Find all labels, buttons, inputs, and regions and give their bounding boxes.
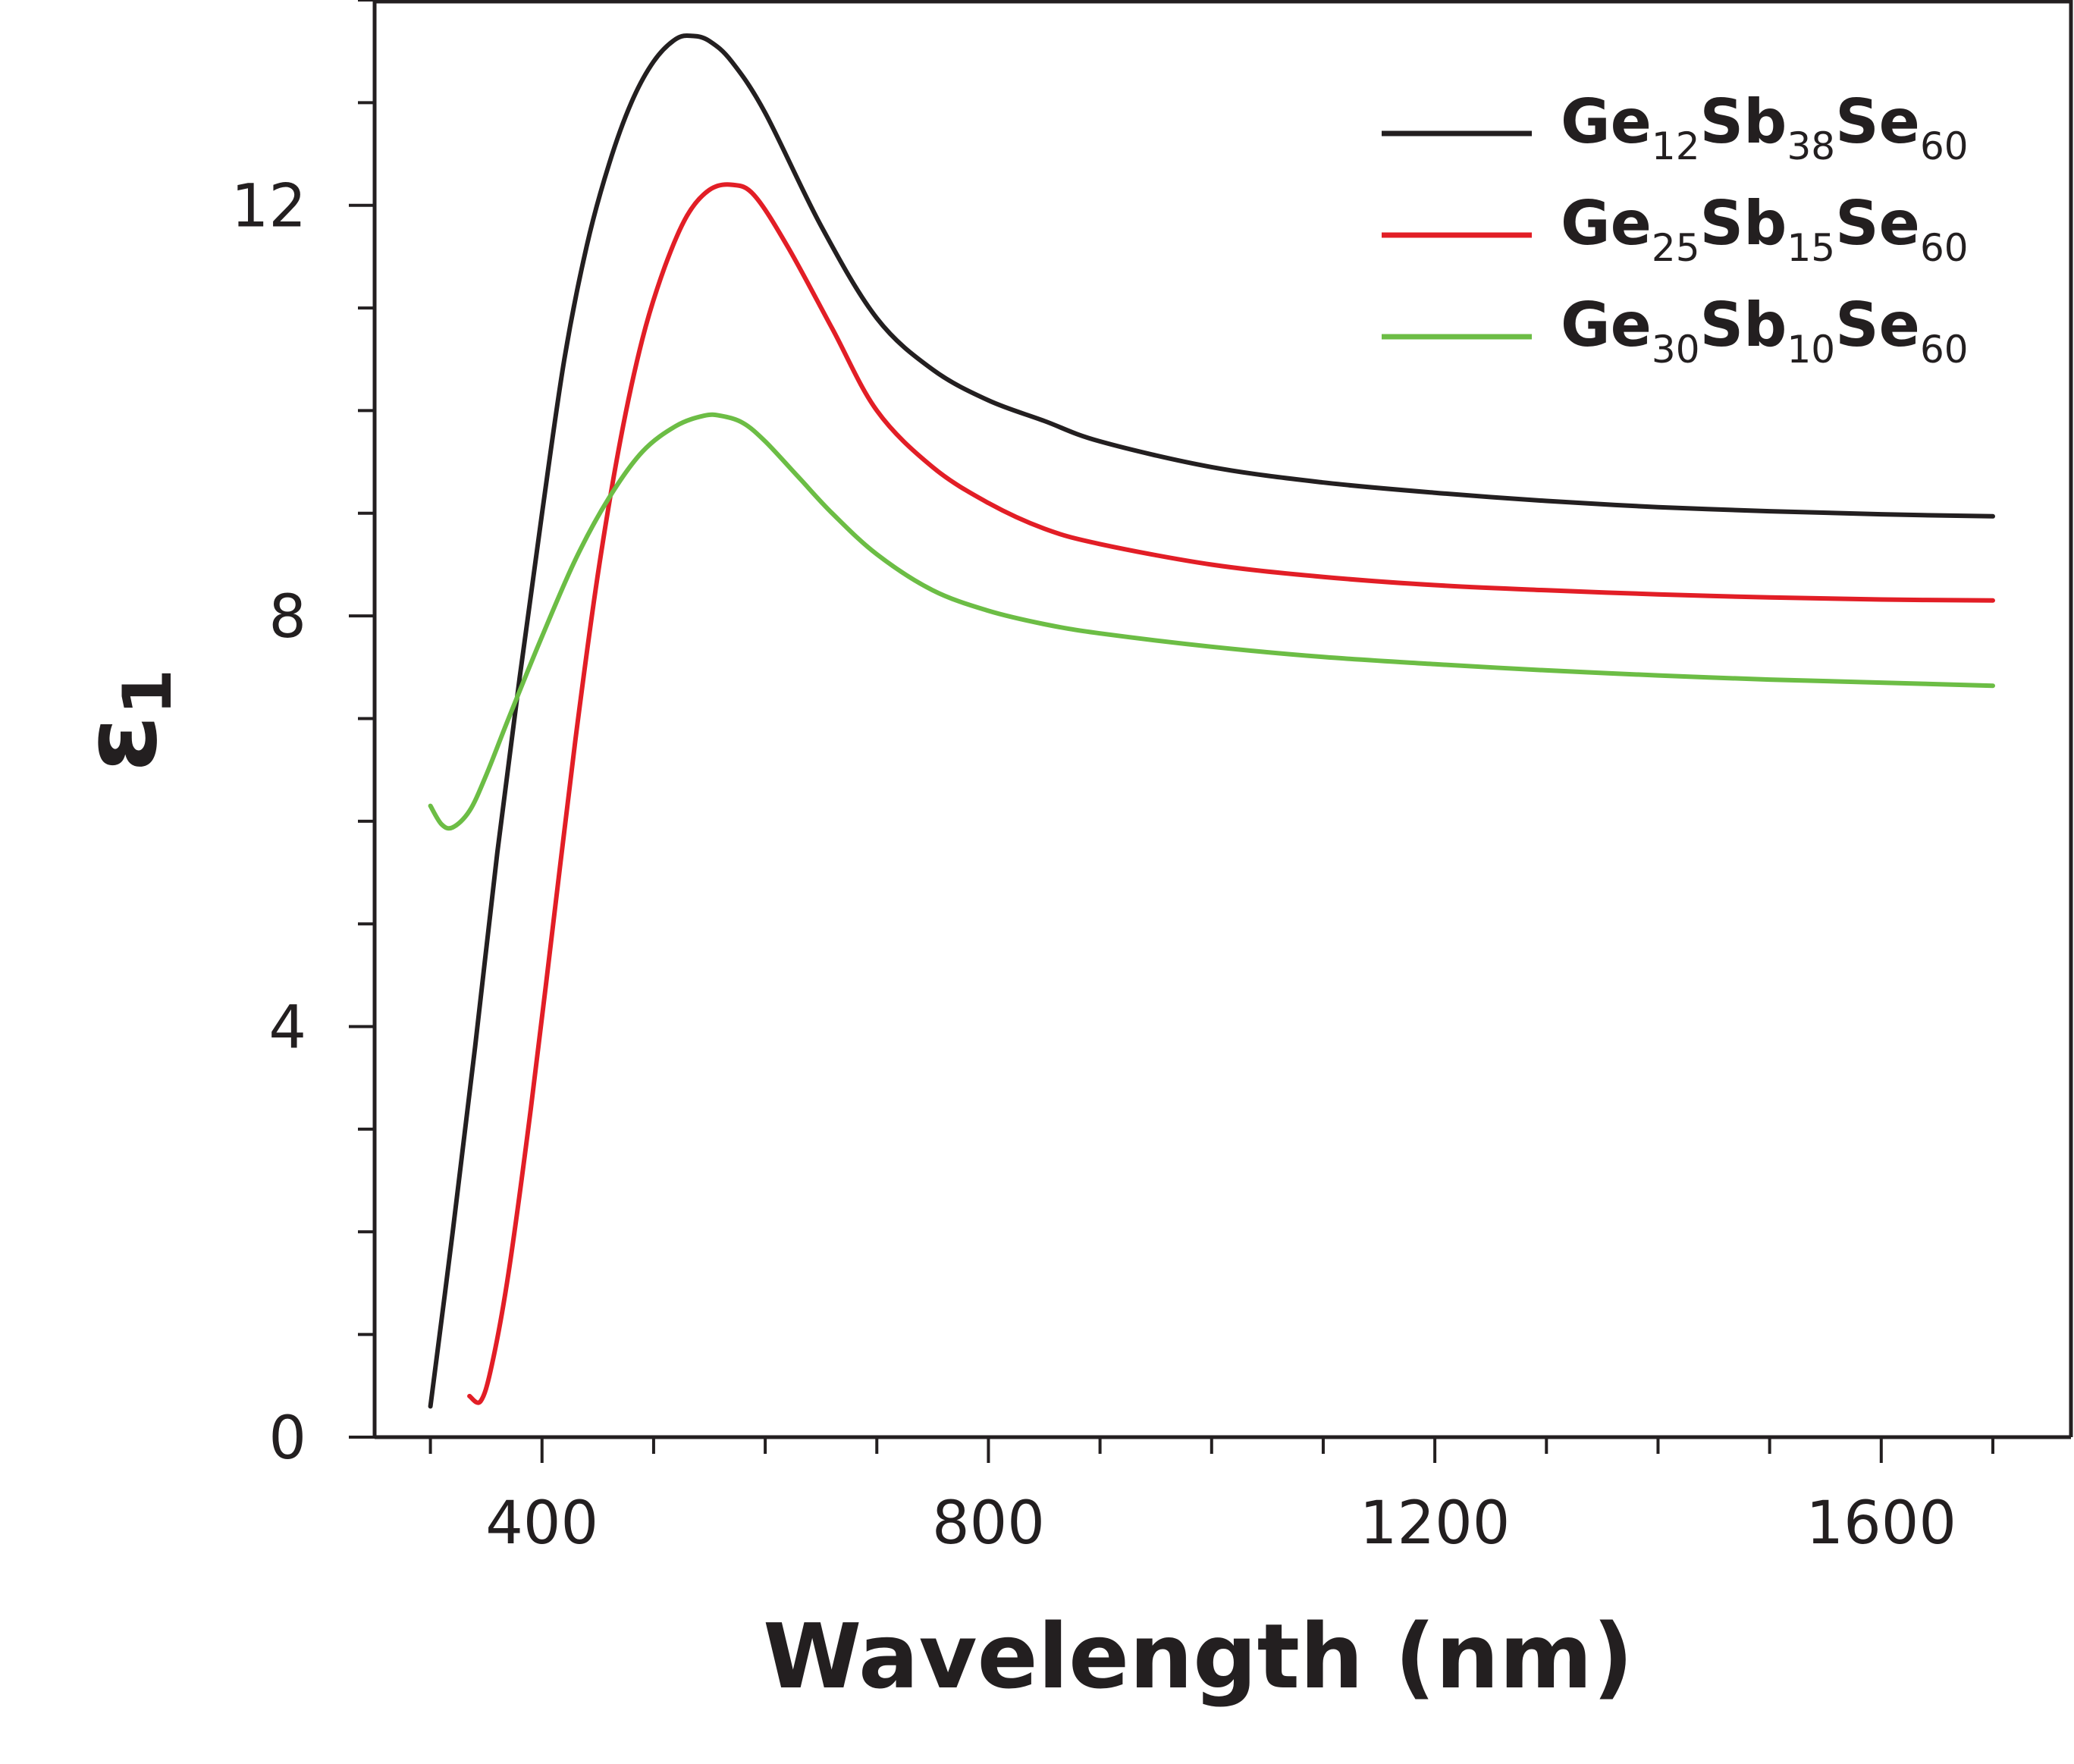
legend-label-ge25sb15se60: Ge25Sb15Se60	[1561, 188, 1969, 270]
x-tick-label: 1200	[1360, 1489, 1511, 1558]
series-line-ge30sb10se60	[428, 412, 1995, 831]
plot-frame	[372, 0, 2073, 1439]
svg-text:ε1: ε1	[61, 669, 187, 772]
y-axis-title-symbol: ε	[61, 715, 180, 772]
series-line-ge25sb15se60	[467, 182, 1995, 1405]
y-tick-label: 0	[268, 1405, 306, 1473]
legend-label-ge30sb10se60: Ge30Sb10Se60	[1561, 290, 1969, 372]
series-line-ge12sb38se60	[428, 33, 1995, 1409]
y-axis-title: ε1	[61, 669, 187, 772]
series-layer	[428, 33, 1995, 1409]
y-tick-label: 4	[268, 994, 306, 1062]
legend: Ge12Sb38Se60 Ge25Sb15Se60 Ge30Sb10Se60	[1382, 86, 1969, 372]
y-axis-title-subscript: 1	[108, 669, 187, 715]
x-tick-label: 800	[932, 1489, 1045, 1558]
x-axis-title: Wavelength (nm)	[763, 1604, 1633, 1709]
x-tick-label: 1600	[1806, 1489, 1957, 1558]
ticks-layer: 400 800 1200 1600 0 4 8 12	[231, 0, 1994, 1558]
y-tick-label: 12	[231, 173, 306, 241]
x-tick-label: 400	[485, 1489, 598, 1558]
legend-label-ge12sb38se60: Ge12Sb38Se60	[1561, 86, 1969, 168]
y-tick-label: 8	[268, 583, 306, 651]
